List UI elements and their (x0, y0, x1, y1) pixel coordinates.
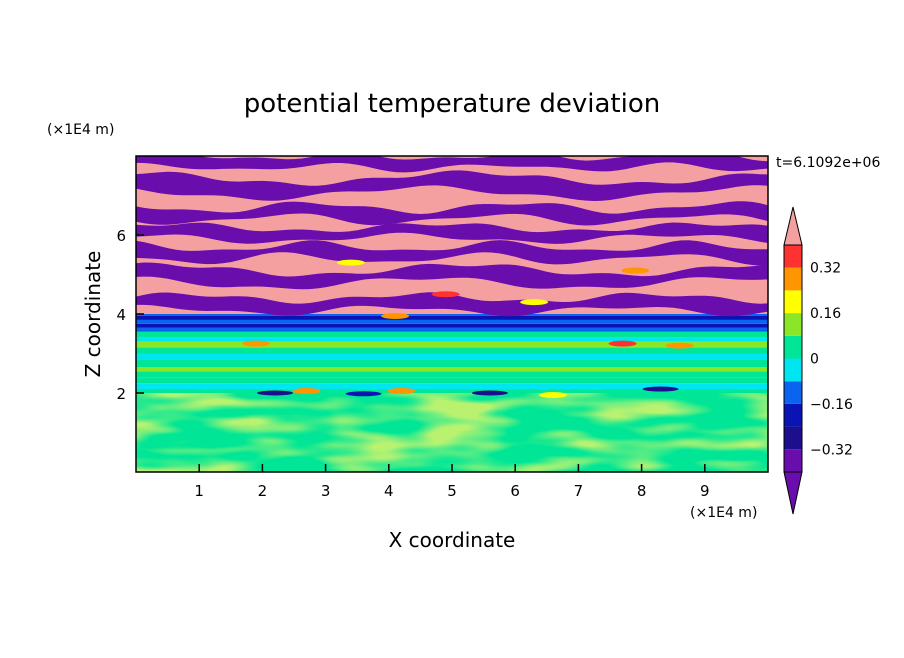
x-tick-label-0: 1 (194, 482, 204, 500)
colorbar-min-extension (783, 471, 803, 515)
x-tick-label-8: 9 (700, 482, 710, 500)
x-axis: 1 2 3 4 5 6 7 8 9 (194, 464, 710, 500)
colorbar-band-5 (784, 335, 802, 359)
stripe-band-5 (136, 359, 768, 368)
colorbar-band-2 (784, 403, 802, 427)
y-tick-label-0: 2 (116, 385, 126, 403)
stripe-band-6 (136, 353, 768, 360)
colorbar-tick-label-1: 0.16 (810, 306, 841, 322)
stripe-band-9 (136, 337, 768, 342)
y-axis: 2 4 6 (116, 227, 144, 403)
purple-band-3 (136, 222, 768, 244)
warm-patch-7 (520, 299, 549, 306)
stripe-band-8 (136, 341, 768, 348)
stripe-band-2 (136, 377, 768, 384)
x-axis-label: X coordinate (389, 528, 516, 552)
chart-title: potential temperature deviation (244, 89, 660, 119)
x-tick-label-3: 4 (384, 482, 394, 500)
stripe-band-11 (136, 327, 768, 332)
stripe-band-7 (136, 347, 768, 354)
warm-patch-9 (336, 259, 365, 266)
stripe-band-14 (136, 315, 768, 320)
warm-patch-1 (387, 388, 416, 395)
stripe-band-12 (136, 323, 768, 328)
stripe-band-1 (136, 383, 768, 390)
x-tick-label-1: 2 (258, 482, 268, 500)
stripe-band-0 (136, 389, 768, 393)
purple-band-5 (136, 170, 768, 201)
stripe-band-4 (136, 367, 768, 372)
stripe-band-13 (136, 319, 768, 324)
warm-patch-4 (665, 342, 694, 349)
colorbar-band-3 (784, 381, 802, 404)
warm-patch-3 (608, 340, 637, 347)
x-tick-label-5: 6 (510, 482, 520, 500)
stripe-band-10 (136, 331, 768, 338)
heatmap-field (136, 156, 768, 472)
x-tick-label-2: 3 (321, 482, 331, 500)
x-tick-label-4: 5 (447, 482, 457, 500)
y-tick-label-2: 6 (116, 227, 126, 245)
purple-band-2 (136, 240, 768, 266)
warm-patch-6 (431, 291, 460, 298)
warm-patch-0 (292, 388, 321, 395)
y-tick-label-1: 4 (116, 306, 126, 324)
colorbar: 0.32 0.16 0 −0.16 −0.32 (783, 206, 853, 515)
colorbar-band-8 (784, 267, 802, 291)
colorbar-band-9 (784, 245, 802, 268)
colorbar-band-4 (784, 358, 802, 382)
colorbar-band-6 (784, 313, 802, 336)
cold-patch-2 (345, 391, 382, 397)
stripe-band-3 (136, 371, 768, 378)
purple-band-4 (136, 201, 768, 226)
lower-layer-eddies (136, 393, 768, 472)
time-label: t=6.1092e+06 (776, 155, 880, 171)
colorbar-band-0 (784, 449, 802, 472)
colorbar-tick-label-2: 0 (810, 352, 819, 368)
warm-patch-8 (381, 312, 410, 319)
purple-band-6 (136, 156, 768, 173)
warm-patch-5 (242, 340, 271, 347)
colorbar-max-extension (783, 206, 803, 246)
cold-patch-3 (642, 386, 679, 392)
x-unit-label: (×1E4 m) (690, 505, 757, 521)
colorbar-tick-label-3: −0.16 (810, 397, 853, 413)
purple-band-1 (136, 262, 768, 290)
y-unit-label: (×1E4 m) (47, 122, 114, 138)
x-tick-label-6: 7 (574, 482, 584, 500)
y-axis-label: Z coordinate (81, 251, 105, 378)
warm-patch-2 (539, 391, 568, 398)
cold-patch-1 (471, 390, 508, 396)
colorbar-tick-label-0: 0.32 (810, 261, 841, 277)
colorbar-frame (783, 244, 803, 473)
colorbar-band-1 (784, 426, 802, 450)
colorbar-tick-label-4: −0.32 (810, 442, 853, 458)
purple-band-0 (136, 292, 768, 317)
x-tick-label-7: 8 (637, 482, 647, 500)
colorbar-band-7 (784, 290, 802, 314)
warm-patch-10 (621, 267, 650, 274)
cold-patch-0 (257, 390, 294, 396)
